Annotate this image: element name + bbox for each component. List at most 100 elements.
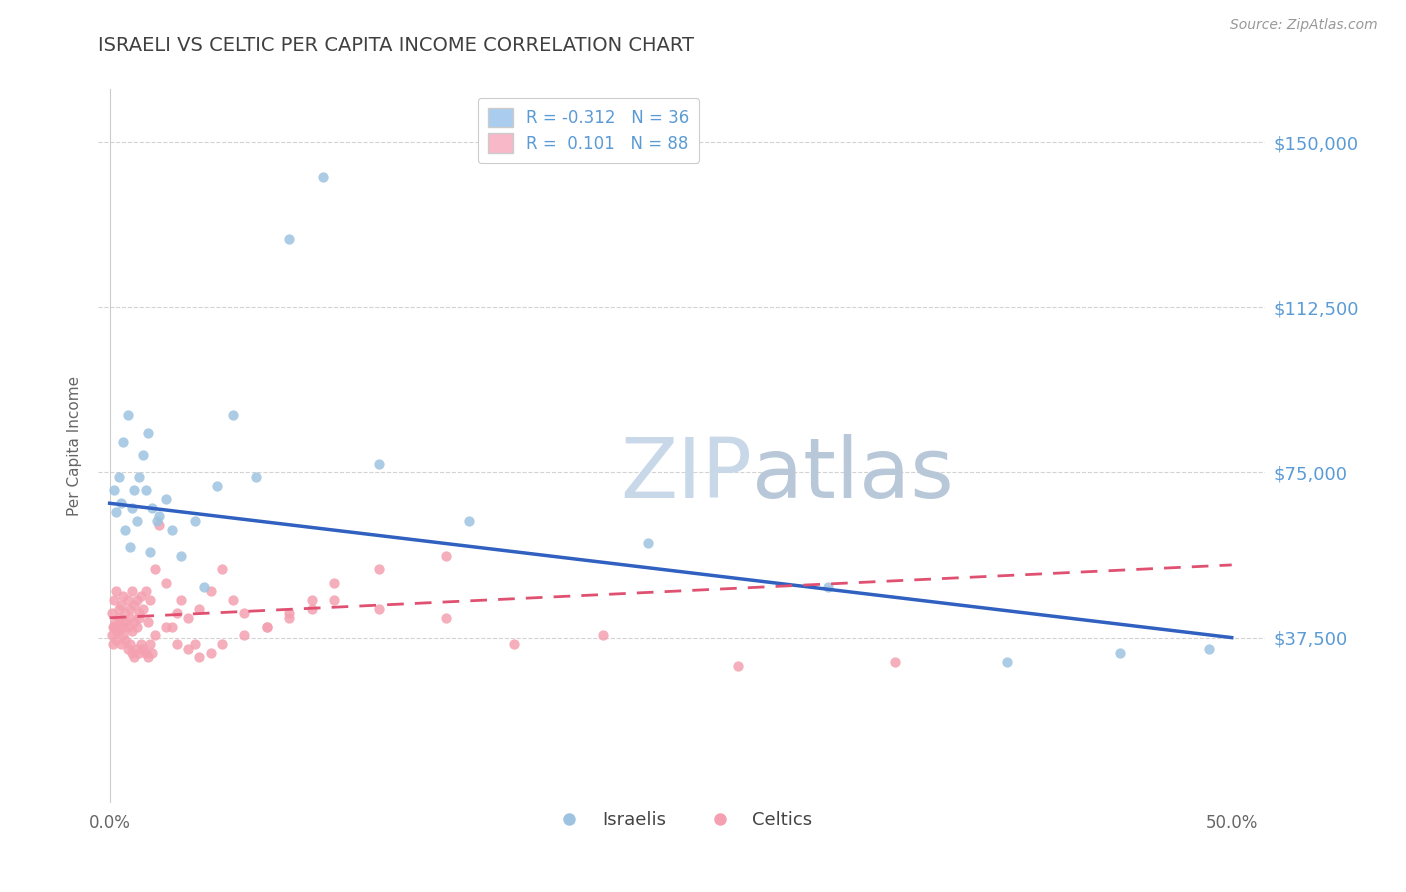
Point [128,611,150,625]
Point [162,619,184,633]
Point [188,602,211,616]
Point [132,641,155,656]
Point [188,650,211,665]
Point [200,584,222,599]
Point [101,619,124,633]
Point [112,434,135,449]
Point [110,496,132,510]
Point [323,593,346,607]
Point [132,602,155,616]
Point [155,575,177,590]
Point [256,619,278,633]
Point [995,655,1018,669]
Point [121,646,143,660]
Point [124,650,146,665]
Point [118,611,141,625]
Point [101,637,124,651]
Point [155,491,177,506]
Point [170,593,193,607]
Point [124,598,146,612]
Point [114,632,136,647]
Point [118,637,141,651]
Point [114,615,136,630]
Text: ISRAELI VS CELTIC PER CAPITA INCOME CORRELATION CHART: ISRAELI VS CELTIC PER CAPITA INCOME CORR… [98,36,695,54]
Point [162,523,184,537]
Point [135,584,157,599]
Point [112,589,135,603]
Point [103,593,125,607]
Point [817,580,839,594]
Point [301,602,323,616]
Point [112,628,135,642]
Point [139,637,162,651]
Point [368,562,391,576]
Y-axis label: Per Capita Income: Per Capita Income [67,376,83,516]
Point [110,598,132,612]
Point [121,500,143,515]
Point [132,448,155,462]
Point [301,593,323,607]
Point [434,611,457,625]
Point [177,641,200,656]
Point [368,602,391,616]
Point [103,483,125,497]
Point [107,470,129,484]
Point [135,646,157,660]
Point [884,655,907,669]
Point [141,646,163,660]
Point [166,607,188,621]
Point [101,628,124,642]
Point [136,615,159,630]
Point [457,514,479,528]
Point [323,575,346,590]
Legend: Israelis, Celtics: Israelis, Celtics [544,805,820,837]
Point [101,607,124,621]
Point [105,632,128,647]
Point [129,637,152,651]
Point [1108,646,1130,660]
Point [170,549,193,563]
Point [117,619,139,633]
Point [128,646,150,660]
Point [245,470,267,484]
Point [177,611,200,625]
Point [368,457,391,471]
Point [135,483,157,497]
Point [128,470,150,484]
Point [125,641,148,656]
Point [141,500,163,515]
Point [278,232,301,246]
Point [207,478,229,492]
Text: ZIP: ZIP [620,434,752,515]
Point [312,170,335,185]
Point [155,619,177,633]
Point [278,607,301,621]
Point [117,641,139,656]
Text: atlas: atlas [752,434,953,515]
Point [193,580,215,594]
Point [592,628,614,642]
Point [110,637,132,651]
Point [105,584,128,599]
Point [200,646,222,660]
Point [139,593,162,607]
Point [1198,641,1220,656]
Point [117,593,139,607]
Point [222,593,245,607]
Point [233,607,256,621]
Point [105,505,128,519]
Point [107,624,129,638]
Point [124,483,146,497]
Point [434,549,457,563]
Point [136,425,159,440]
Point [125,514,148,528]
Point [211,562,233,576]
Point [124,615,146,630]
Point [114,607,136,621]
Point [112,619,135,633]
Text: Source: ZipAtlas.com: Source: ZipAtlas.com [1230,18,1378,32]
Point [211,637,233,651]
Point [107,611,129,625]
Point [103,619,125,633]
Point [117,408,139,422]
